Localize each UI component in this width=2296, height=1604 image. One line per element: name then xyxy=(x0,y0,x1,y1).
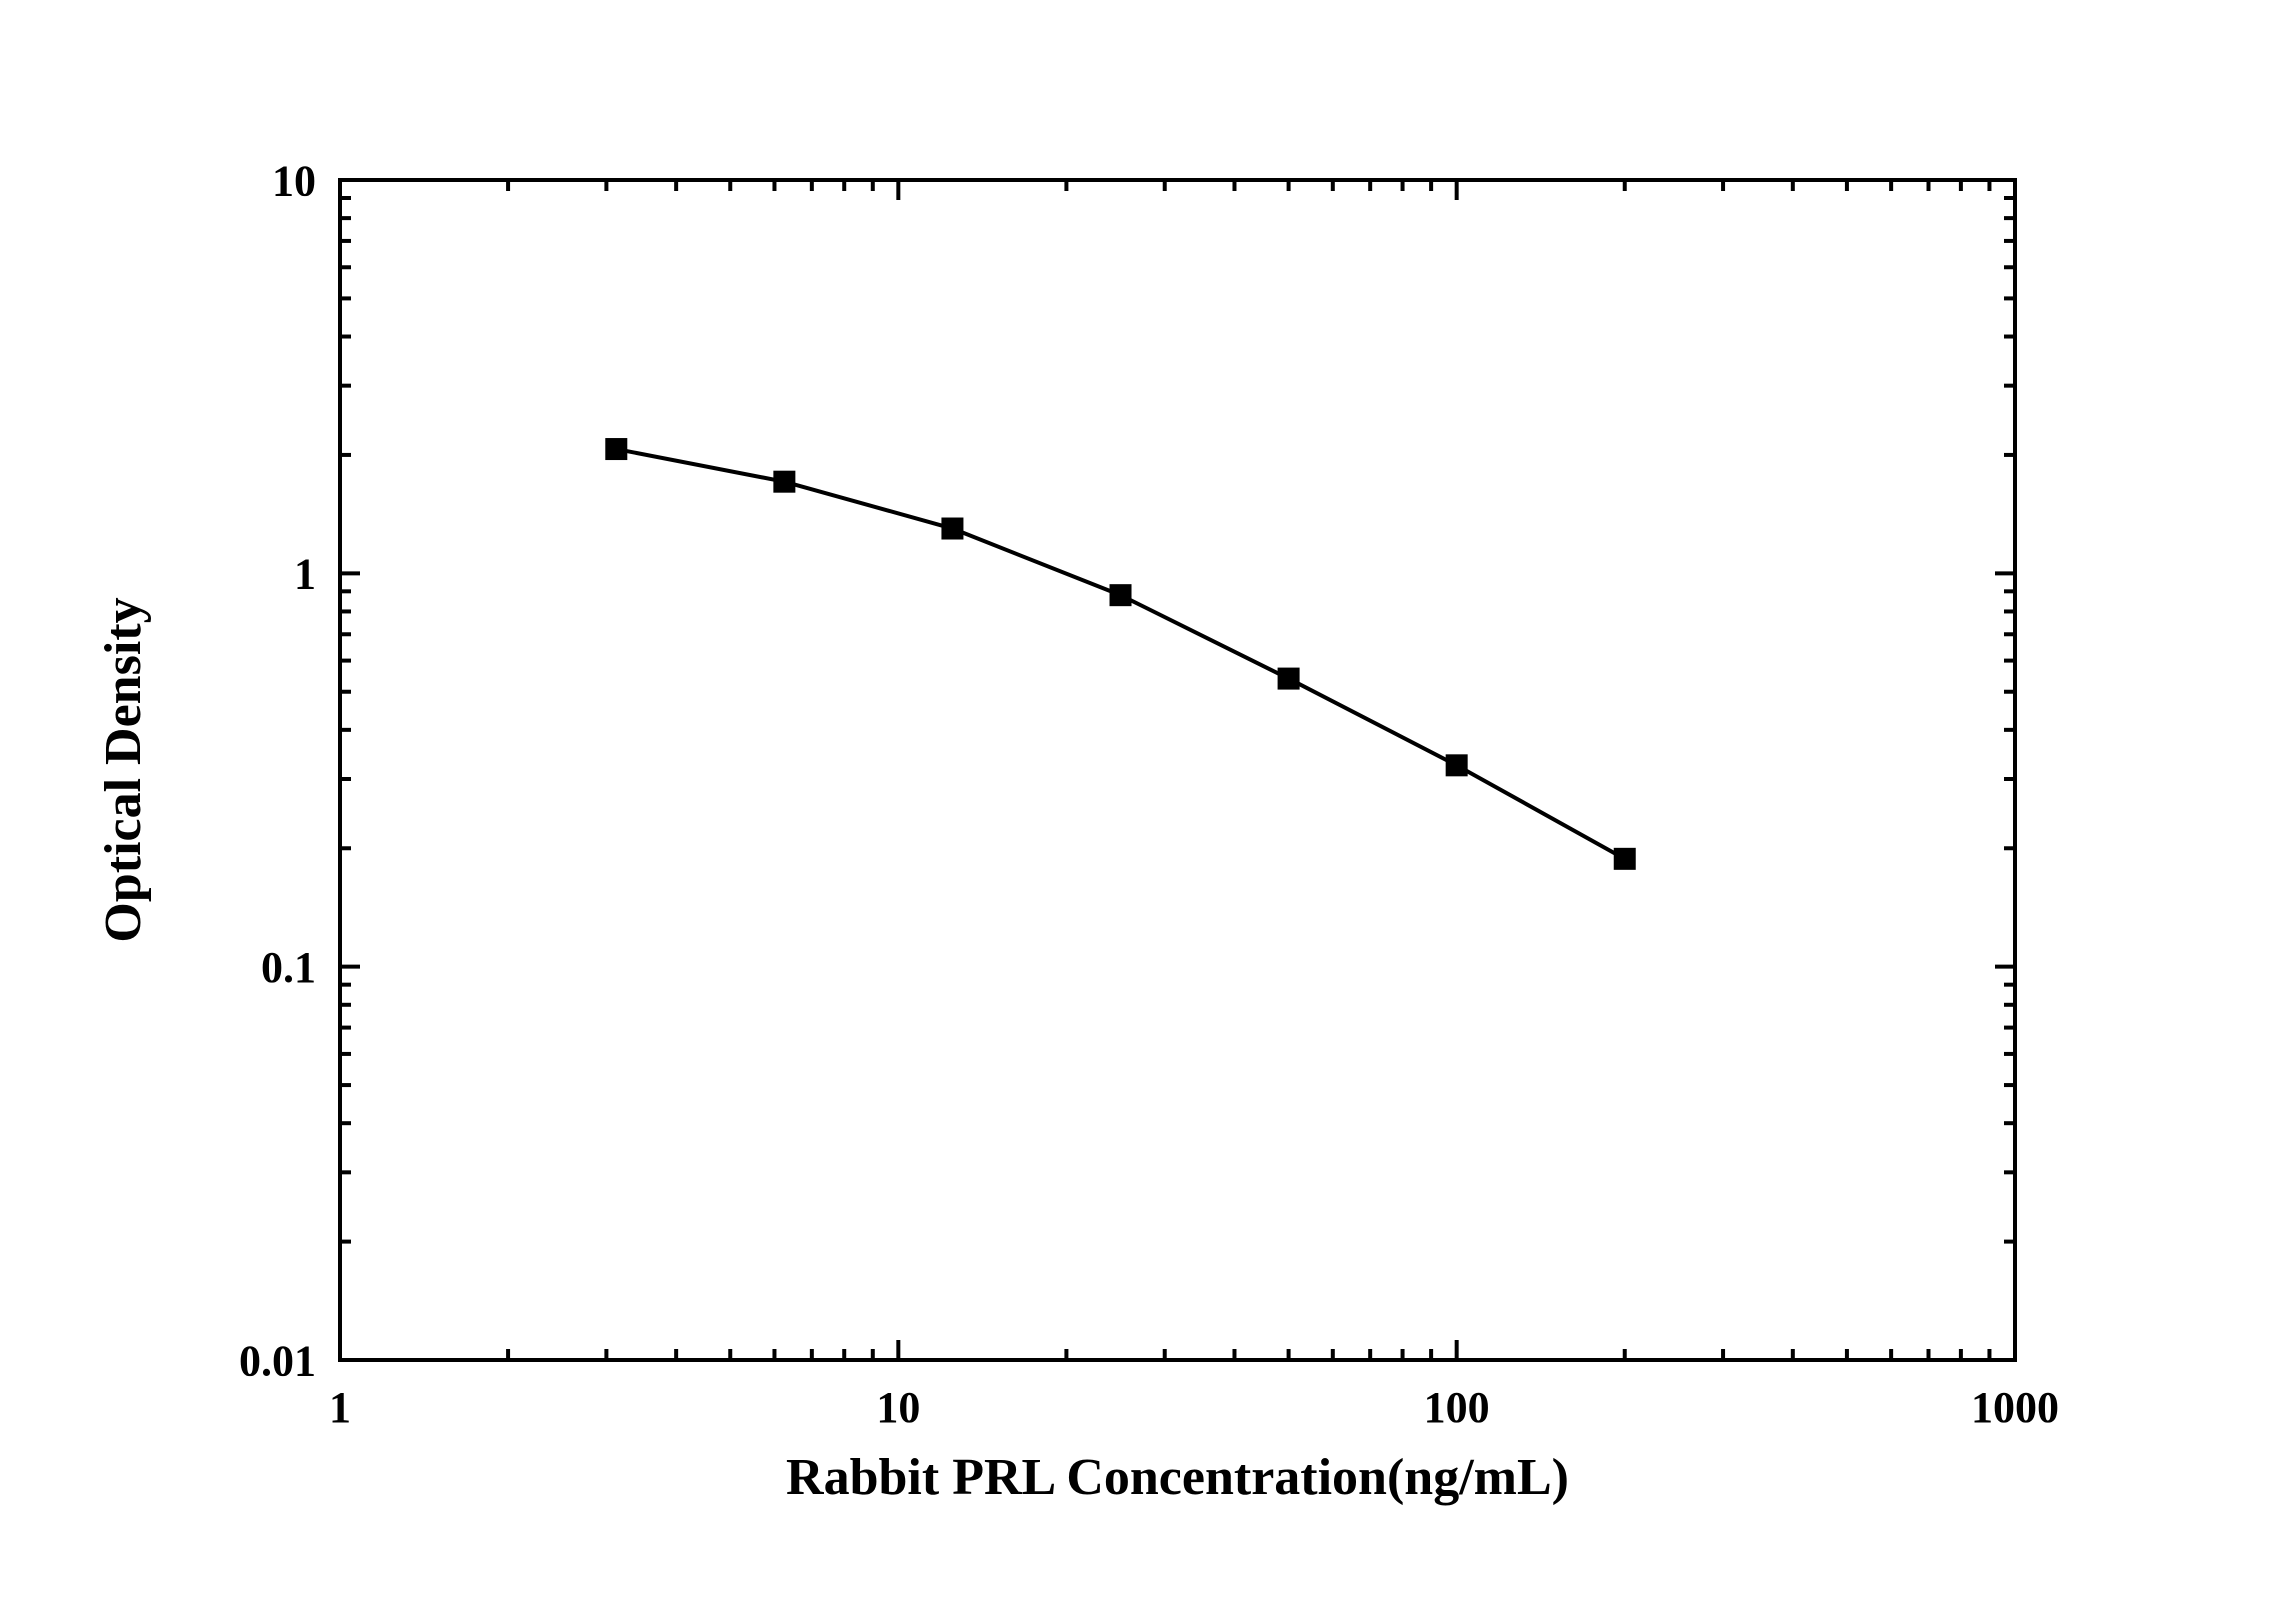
data-marker xyxy=(605,438,627,460)
y-tick-label: 0.1 xyxy=(261,943,316,992)
y-tick-label: 1 xyxy=(294,550,316,599)
y-tick-label: 0.01 xyxy=(239,1336,316,1385)
data-marker xyxy=(1110,584,1132,606)
data-marker xyxy=(773,471,795,493)
chart-container: 1 10 100 1000 0.01 0.1 1 10 Rabbit PRL Concentra… xyxy=(0,0,2296,1604)
plot-frame xyxy=(340,180,2015,1360)
x-tick-label: 1 xyxy=(329,1383,351,1432)
data-marker xyxy=(941,518,963,540)
x-tick-label: 100 xyxy=(1424,1383,1490,1432)
data-line xyxy=(616,449,1624,859)
x-axis-label: Rabbit PRL Concentration(ng/mL) xyxy=(786,1449,1569,1506)
data-marker xyxy=(1614,848,1636,870)
x-tick-label: 10 xyxy=(876,1383,920,1432)
y-axis-label: Optical Density xyxy=(95,597,152,942)
data-marker xyxy=(1278,668,1300,690)
chart-svg: 1 10 100 1000 0.01 0.1 1 10 Rabbit PRL Concentra… xyxy=(0,0,2296,1604)
x-tick-label: 1000 xyxy=(1971,1383,2059,1432)
data-marker xyxy=(1446,754,1468,776)
y-tick-label: 10 xyxy=(272,156,316,205)
